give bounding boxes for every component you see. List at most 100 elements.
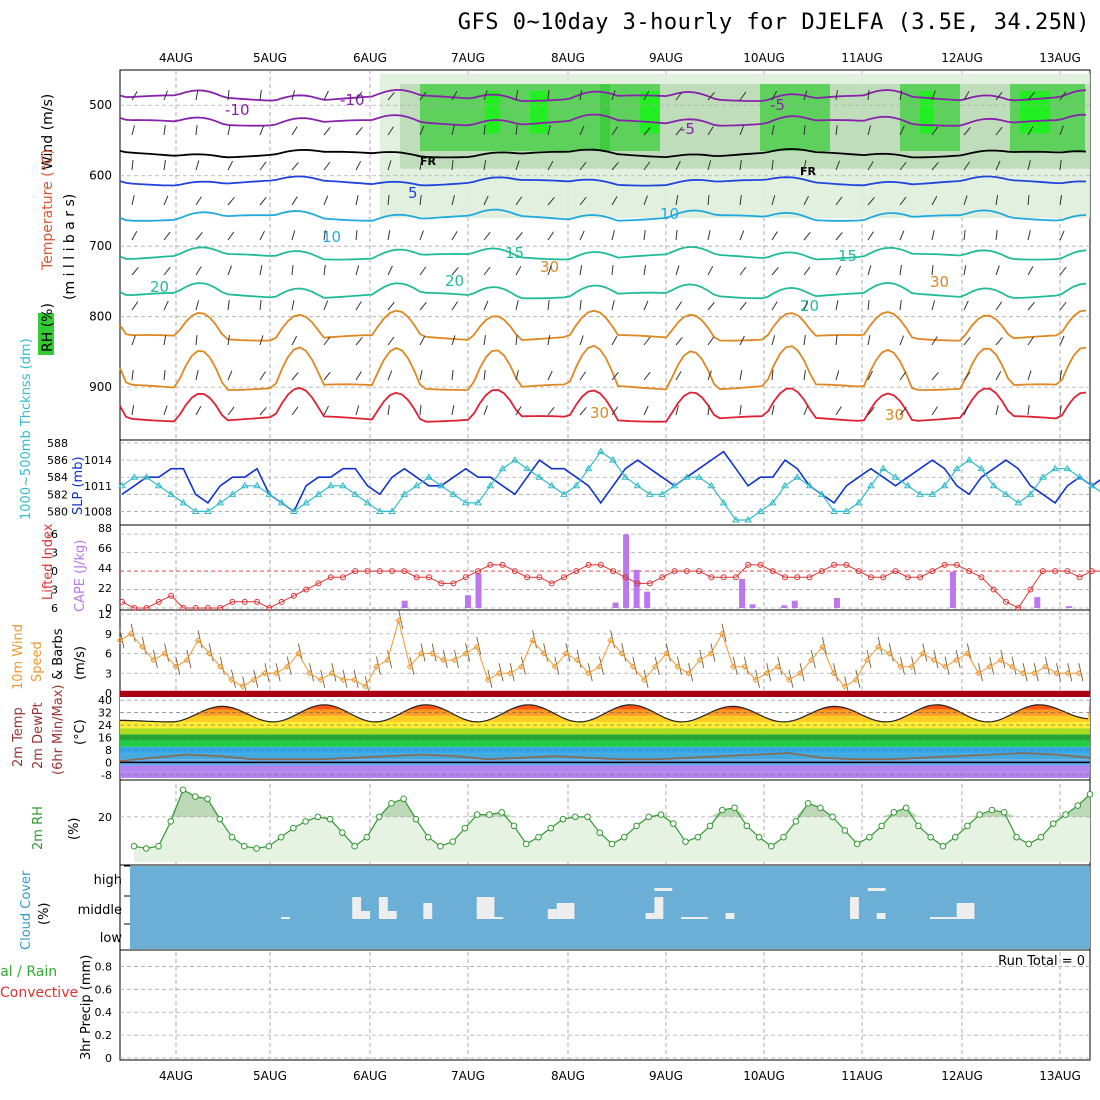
- li-marker: [303, 586, 310, 593]
- cloud-mid-bar: [485, 897, 495, 919]
- wind-speed-marker: [150, 656, 157, 664]
- li-marker: [696, 568, 703, 575]
- date-label-bottom: 13AUG: [1039, 1069, 1081, 1083]
- wind-barb: [323, 126, 331, 136]
- wind-barb: [227, 370, 233, 381]
- wind-barb: [227, 231, 235, 241]
- wind-tick-label: 3: [105, 667, 112, 680]
- temp-color-band: [120, 740, 1090, 747]
- wind-barb: [1027, 92, 1035, 101]
- wind-speed-marker: [395, 617, 402, 624]
- cloud-axis-labels: Cloud Cover (%): [19, 870, 52, 950]
- wind-barb: [515, 231, 523, 241]
- rh2m-marker: [915, 822, 922, 830]
- isotherm-label: 30: [590, 404, 609, 422]
- date-label-bottom: 10AUG: [743, 1069, 785, 1083]
- wind-barb: [867, 125, 872, 136]
- rh2m-marker: [964, 822, 971, 830]
- thickness-marker: [154, 481, 163, 489]
- cape-tick-label: 22: [98, 582, 112, 595]
- wind-barb: [931, 406, 938, 416]
- wind-speed-marker: [1031, 670, 1038, 677]
- wind-barb: [1027, 160, 1031, 171]
- li-tick-label: 0: [51, 565, 58, 578]
- wind-tick-label: 9: [105, 628, 112, 641]
- wind-barb: [963, 127, 971, 136]
- wind-speed-marker: [1019, 670, 1027, 677]
- li-marker: [671, 568, 678, 575]
- wind-speed-marker: [540, 650, 547, 657]
- wind-barb: [195, 125, 198, 136]
- isotherm-20: [119, 281, 1087, 300]
- rh2m-marker: [755, 833, 763, 841]
- cloud-axis-label: Cloud Cover: [19, 870, 34, 950]
- thickness-marker: [756, 507, 765, 514]
- wind-barb: [227, 196, 235, 206]
- wind-tick-label: 0: [105, 687, 112, 700]
- wind-barb: [675, 301, 682, 311]
- thickness-marker: [928, 490, 937, 497]
- rh2m-marker: [559, 815, 567, 823]
- thickness-marker: [781, 481, 789, 489]
- wind-barb: [355, 301, 362, 311]
- wind-barb: [579, 125, 585, 136]
- wind-barb: [259, 265, 263, 276]
- thickness-marker: [1063, 464, 1072, 472]
- thickness-tick-label: 584: [47, 471, 68, 484]
- rh2m-marker: [424, 833, 432, 841]
- cloud-mid-bar: [645, 913, 655, 919]
- thickness-marker: [1038, 473, 1047, 480]
- rh2m-marker: [669, 820, 677, 827]
- li-tick-label: -6: [47, 528, 58, 541]
- cape-tick-label: 0: [105, 602, 112, 615]
- wind-barb: [1059, 335, 1065, 346]
- wind-speed-marker: [986, 663, 993, 670]
- wind-barb: [739, 266, 747, 276]
- millibars-axis-label: (m i l l i b a r s): [62, 194, 78, 300]
- wind-barb: [1027, 370, 1032, 381]
- temp-color-band: [120, 715, 1090, 722]
- rh-band-bright: [530, 91, 548, 134]
- wind-barb: [835, 231, 843, 241]
- isotherm-minus10: [119, 88, 1087, 102]
- cape-bar: [781, 605, 788, 608]
- wind-barb: [771, 335, 776, 346]
- wind-barb: [995, 195, 999, 206]
- wind-barb: [451, 267, 459, 276]
- wind-barb: [771, 195, 776, 206]
- wind-barb: [547, 231, 555, 241]
- wind-barb: [643, 405, 649, 416]
- wind-speed-marker: [1053, 670, 1060, 677]
- li-marker: [143, 605, 150, 611]
- rh2m-marker: [326, 815, 334, 823]
- wind-barb: [835, 406, 842, 416]
- rh2m-marker: [351, 842, 358, 850]
- wind-speed-marker: [350, 676, 358, 684]
- wind-barb: [291, 406, 299, 416]
- rh2m-marker: [780, 833, 787, 841]
- wind-speed-marker: [239, 683, 246, 690]
- wind-barb: [1059, 370, 1063, 381]
- li-marker: [1076, 574, 1083, 581]
- wind-barb: [963, 300, 969, 311]
- wind-barb: [931, 195, 938, 206]
- thickness-marker: [916, 490, 924, 497]
- thickness-marker: [830, 507, 838, 514]
- wind-barb: [675, 195, 679, 206]
- rh2m-marker: [890, 809, 898, 816]
- wind-barb: [131, 231, 138, 241]
- wind-barb: [419, 405, 422, 416]
- wind-barb: [675, 126, 683, 136]
- li-marker: [1039, 568, 1046, 575]
- wind-speed-marker: [886, 650, 893, 657]
- wind-barb: [547, 370, 553, 381]
- cape-axis-label: CAPE (J/kg): [73, 540, 88, 612]
- cloud-mid-bar: [690, 917, 699, 919]
- thickness-marker: [314, 490, 323, 497]
- wind-barb: [675, 160, 681, 171]
- thickness-marker: [1014, 498, 1023, 506]
- wind-barb: [803, 160, 807, 171]
- wind-speed-marker: [863, 656, 871, 664]
- li-marker: [1064, 568, 1071, 575]
- wind-barb: [355, 405, 360, 416]
